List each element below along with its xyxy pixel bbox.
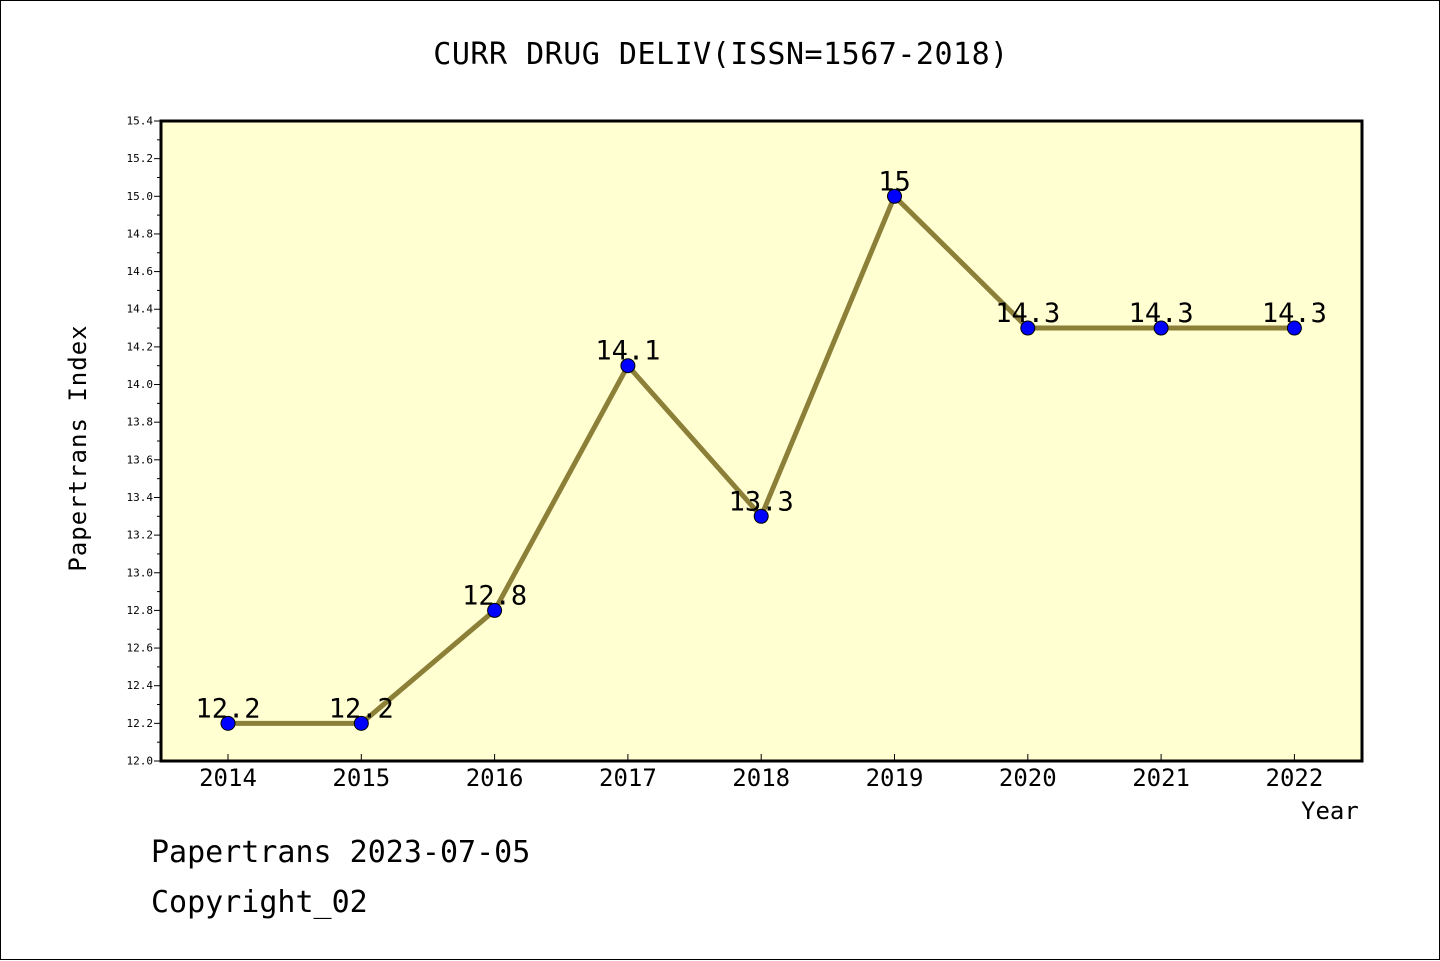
data-point bbox=[487, 602, 503, 618]
data-point bbox=[220, 715, 236, 731]
data-label: 12.8 bbox=[462, 580, 527, 611]
data-label: 12.2 bbox=[329, 693, 394, 724]
x-tick-label: 2020 bbox=[999, 764, 1057, 792]
y-tick-label: 12.4 bbox=[127, 679, 154, 692]
data-point bbox=[353, 715, 369, 731]
x-axis-label: Year bbox=[1301, 797, 1359, 825]
x-tick-label: 2019 bbox=[866, 764, 924, 792]
y-tick-label: 15.2 bbox=[127, 152, 154, 165]
x-tick-label: 2016 bbox=[466, 764, 524, 792]
y-tick-label: 12.6 bbox=[127, 642, 154, 655]
data-point bbox=[620, 358, 636, 374]
x-tick-label: 2022 bbox=[1266, 764, 1324, 792]
data-label: 15 bbox=[878, 166, 911, 197]
y-tick-label: 15.0 bbox=[127, 190, 154, 203]
plot-border bbox=[159, 119, 1364, 763]
data-label: 12.2 bbox=[195, 693, 260, 724]
x-tick-label: 2021 bbox=[1132, 764, 1190, 792]
data-label: 14.3 bbox=[1262, 298, 1327, 329]
y-tick-label: 13.8 bbox=[127, 416, 154, 429]
data-label: 13.3 bbox=[729, 486, 794, 517]
footer-copyright: Copyright_02 bbox=[151, 885, 368, 920]
data-label: 14.3 bbox=[995, 298, 1060, 329]
y-tick-label: 15.4 bbox=[127, 115, 154, 128]
y-tick-label: 14.2 bbox=[127, 340, 154, 353]
x-tick-label: 2015 bbox=[332, 764, 390, 792]
y-tick-label: 13.2 bbox=[127, 529, 154, 542]
chart-title: CURR DRUG DELIV(ISSN=1567-2018) bbox=[433, 37, 1009, 72]
y-tick-label: 14.0 bbox=[127, 378, 154, 391]
plot-background bbox=[161, 121, 1362, 761]
y-tick-label: 14.8 bbox=[127, 227, 154, 240]
y-tick-label: 13.4 bbox=[127, 491, 154, 504]
y-tick-label: 14.4 bbox=[127, 303, 154, 316]
data-label: 14.3 bbox=[1129, 298, 1194, 329]
data-label: 14.1 bbox=[595, 336, 660, 367]
x-tick-label: 2014 bbox=[199, 764, 257, 792]
data-point bbox=[887, 188, 902, 204]
data-point bbox=[1020, 320, 1036, 336]
footer-date: Papertrans 2023-07-05 bbox=[151, 835, 531, 870]
y-tick-label: 12.0 bbox=[127, 755, 154, 768]
x-tick-label: 2017 bbox=[599, 764, 657, 792]
data-point bbox=[1153, 320, 1169, 336]
x-tick-label: 2018 bbox=[732, 764, 790, 792]
data-point bbox=[753, 508, 769, 524]
y-tick-label: 12.2 bbox=[127, 717, 154, 730]
y-tick-label: 14.6 bbox=[127, 265, 154, 278]
y-axis-ticks: 12.0 12.2 12.4 12.6 12.8 13.0 13.2 13.4 13.6 13.8… bbox=[127, 115, 161, 768]
x-axis-ticks: 2014 2015 2016 2017 2018 2019 2020 2021 2022 bbox=[199, 754, 1323, 792]
y-tick-label: 13.0 bbox=[127, 566, 154, 579]
y-tick-label: 12.8 bbox=[127, 604, 154, 617]
y-tick-label: 13.6 bbox=[127, 453, 154, 466]
series-layer: 12.2 12.2 12.8 14.1 13.3 15 14.3 14.3 14.3 bbox=[195, 166, 1327, 731]
data-point bbox=[1286, 320, 1302, 336]
